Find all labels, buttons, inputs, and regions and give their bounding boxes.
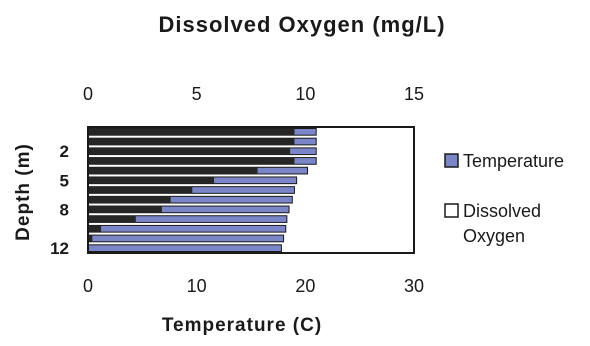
- dissolved-oxygen-bar: [88, 157, 295, 165]
- dissolved-oxygen-bar: [88, 176, 215, 184]
- top-axis-tick-label: 0: [83, 84, 93, 104]
- depth-tick-label: 2: [60, 142, 69, 161]
- depth-tick-label: 5: [60, 171, 69, 190]
- temperature-bar: [87, 224, 287, 233]
- dissolved-oxygen-bar: [88, 235, 93, 242]
- dissolved-oxygen-bar: [88, 206, 162, 213]
- depth-tick-label: 12: [50, 239, 69, 258]
- legend-label-oxygen: Oxygen: [463, 226, 525, 246]
- dissolved-oxygen-bar: [88, 196, 171, 204]
- temperature-bar: [87, 234, 285, 243]
- x-axis-label: Temperature (C): [162, 315, 322, 336]
- bottom-axis-tick-label: 30: [404, 276, 424, 296]
- bottom-axis-tick-label: 20: [295, 276, 315, 296]
- dissolved-oxygen-bar: [88, 186, 193, 194]
- chart-title: Dissolved Oxygen (mg/L): [158, 12, 445, 37]
- top-axis-tick-label: 15: [404, 84, 424, 104]
- bottom-axis-tick-label: 10: [187, 276, 207, 296]
- plot-frame: [87, 126, 415, 254]
- dissolved-oxygen-bar: [88, 215, 136, 223]
- dissolved-oxygen-bar: [88, 167, 258, 174]
- top-axis-tick-label: 10: [295, 84, 315, 104]
- depth-tick-label: 8: [60, 200, 69, 219]
- top-axis-tick-label: 5: [192, 84, 202, 104]
- y-axis-label: Depth (m): [13, 143, 34, 241]
- legend-swatch-dissolved-oxygen: [444, 203, 459, 218]
- dissolved-oxygen-bar: [88, 138, 295, 145]
- dissolved-oxygen-bar: [88, 147, 291, 155]
- dissolved-oxygen-bar: [88, 128, 295, 136]
- bottom-axis-tick-label: 0: [83, 276, 93, 296]
- temperature-bar: [87, 244, 282, 253]
- legend-swatch-temperature: [444, 153, 459, 168]
- legend-label-temperature: Temperature: [463, 151, 564, 171]
- dissolved-oxygen-bar: [88, 225, 102, 233]
- legend: Temperature Dissolved Oxygen: [444, 151, 564, 246]
- legend-label-dissolved: Dissolved: [463, 201, 541, 221]
